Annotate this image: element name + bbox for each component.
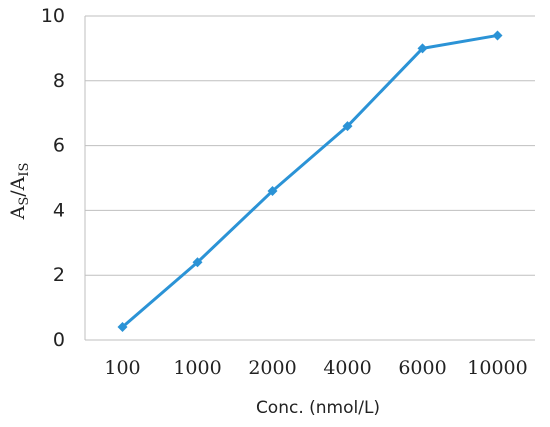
x-tick-label: 6000 — [398, 357, 446, 379]
data-point — [192, 257, 203, 268]
y-tick-label: 0 — [53, 329, 65, 351]
series-markers — [117, 30, 503, 333]
y-label-sub-2: IS — [17, 163, 32, 177]
data-point — [267, 185, 278, 196]
y-tick-label: 10 — [41, 5, 65, 27]
y-tick-labels: 0 2 4 6 8 10 — [41, 5, 65, 351]
x-tick-label: 10000 — [467, 357, 527, 379]
x-axis-label: Conc. (nmol/L) — [256, 398, 380, 418]
data-point — [117, 322, 128, 333]
series-line-group — [121, 33, 499, 329]
y-label-base-1: A — [7, 205, 29, 220]
y-axis-label: AS/AIS — [7, 163, 32, 221]
y-label-base-2: A — [7, 176, 29, 191]
data-point — [492, 30, 503, 41]
x-tick-label: 1000 — [173, 357, 221, 379]
x-tick-labels: 100 1000 2000 4000 6000 10000 — [104, 357, 527, 379]
y-tick-label: 4 — [53, 199, 65, 221]
y-tick-label: 2 — [53, 264, 65, 286]
y-tick-label: 8 — [53, 70, 65, 92]
data-point — [417, 43, 428, 54]
x-tick-label: 4000 — [323, 357, 371, 379]
x-tick-label: 2000 — [248, 357, 296, 379]
series-line — [121, 33, 499, 329]
y-label-sub-1: S — [17, 197, 32, 206]
gridlines — [84, 15, 535, 341]
x-tick-label: 100 — [104, 357, 140, 379]
y-tick-label: 6 — [53, 135, 65, 157]
y-label-separator: / — [7, 190, 29, 197]
data-point — [342, 121, 353, 132]
